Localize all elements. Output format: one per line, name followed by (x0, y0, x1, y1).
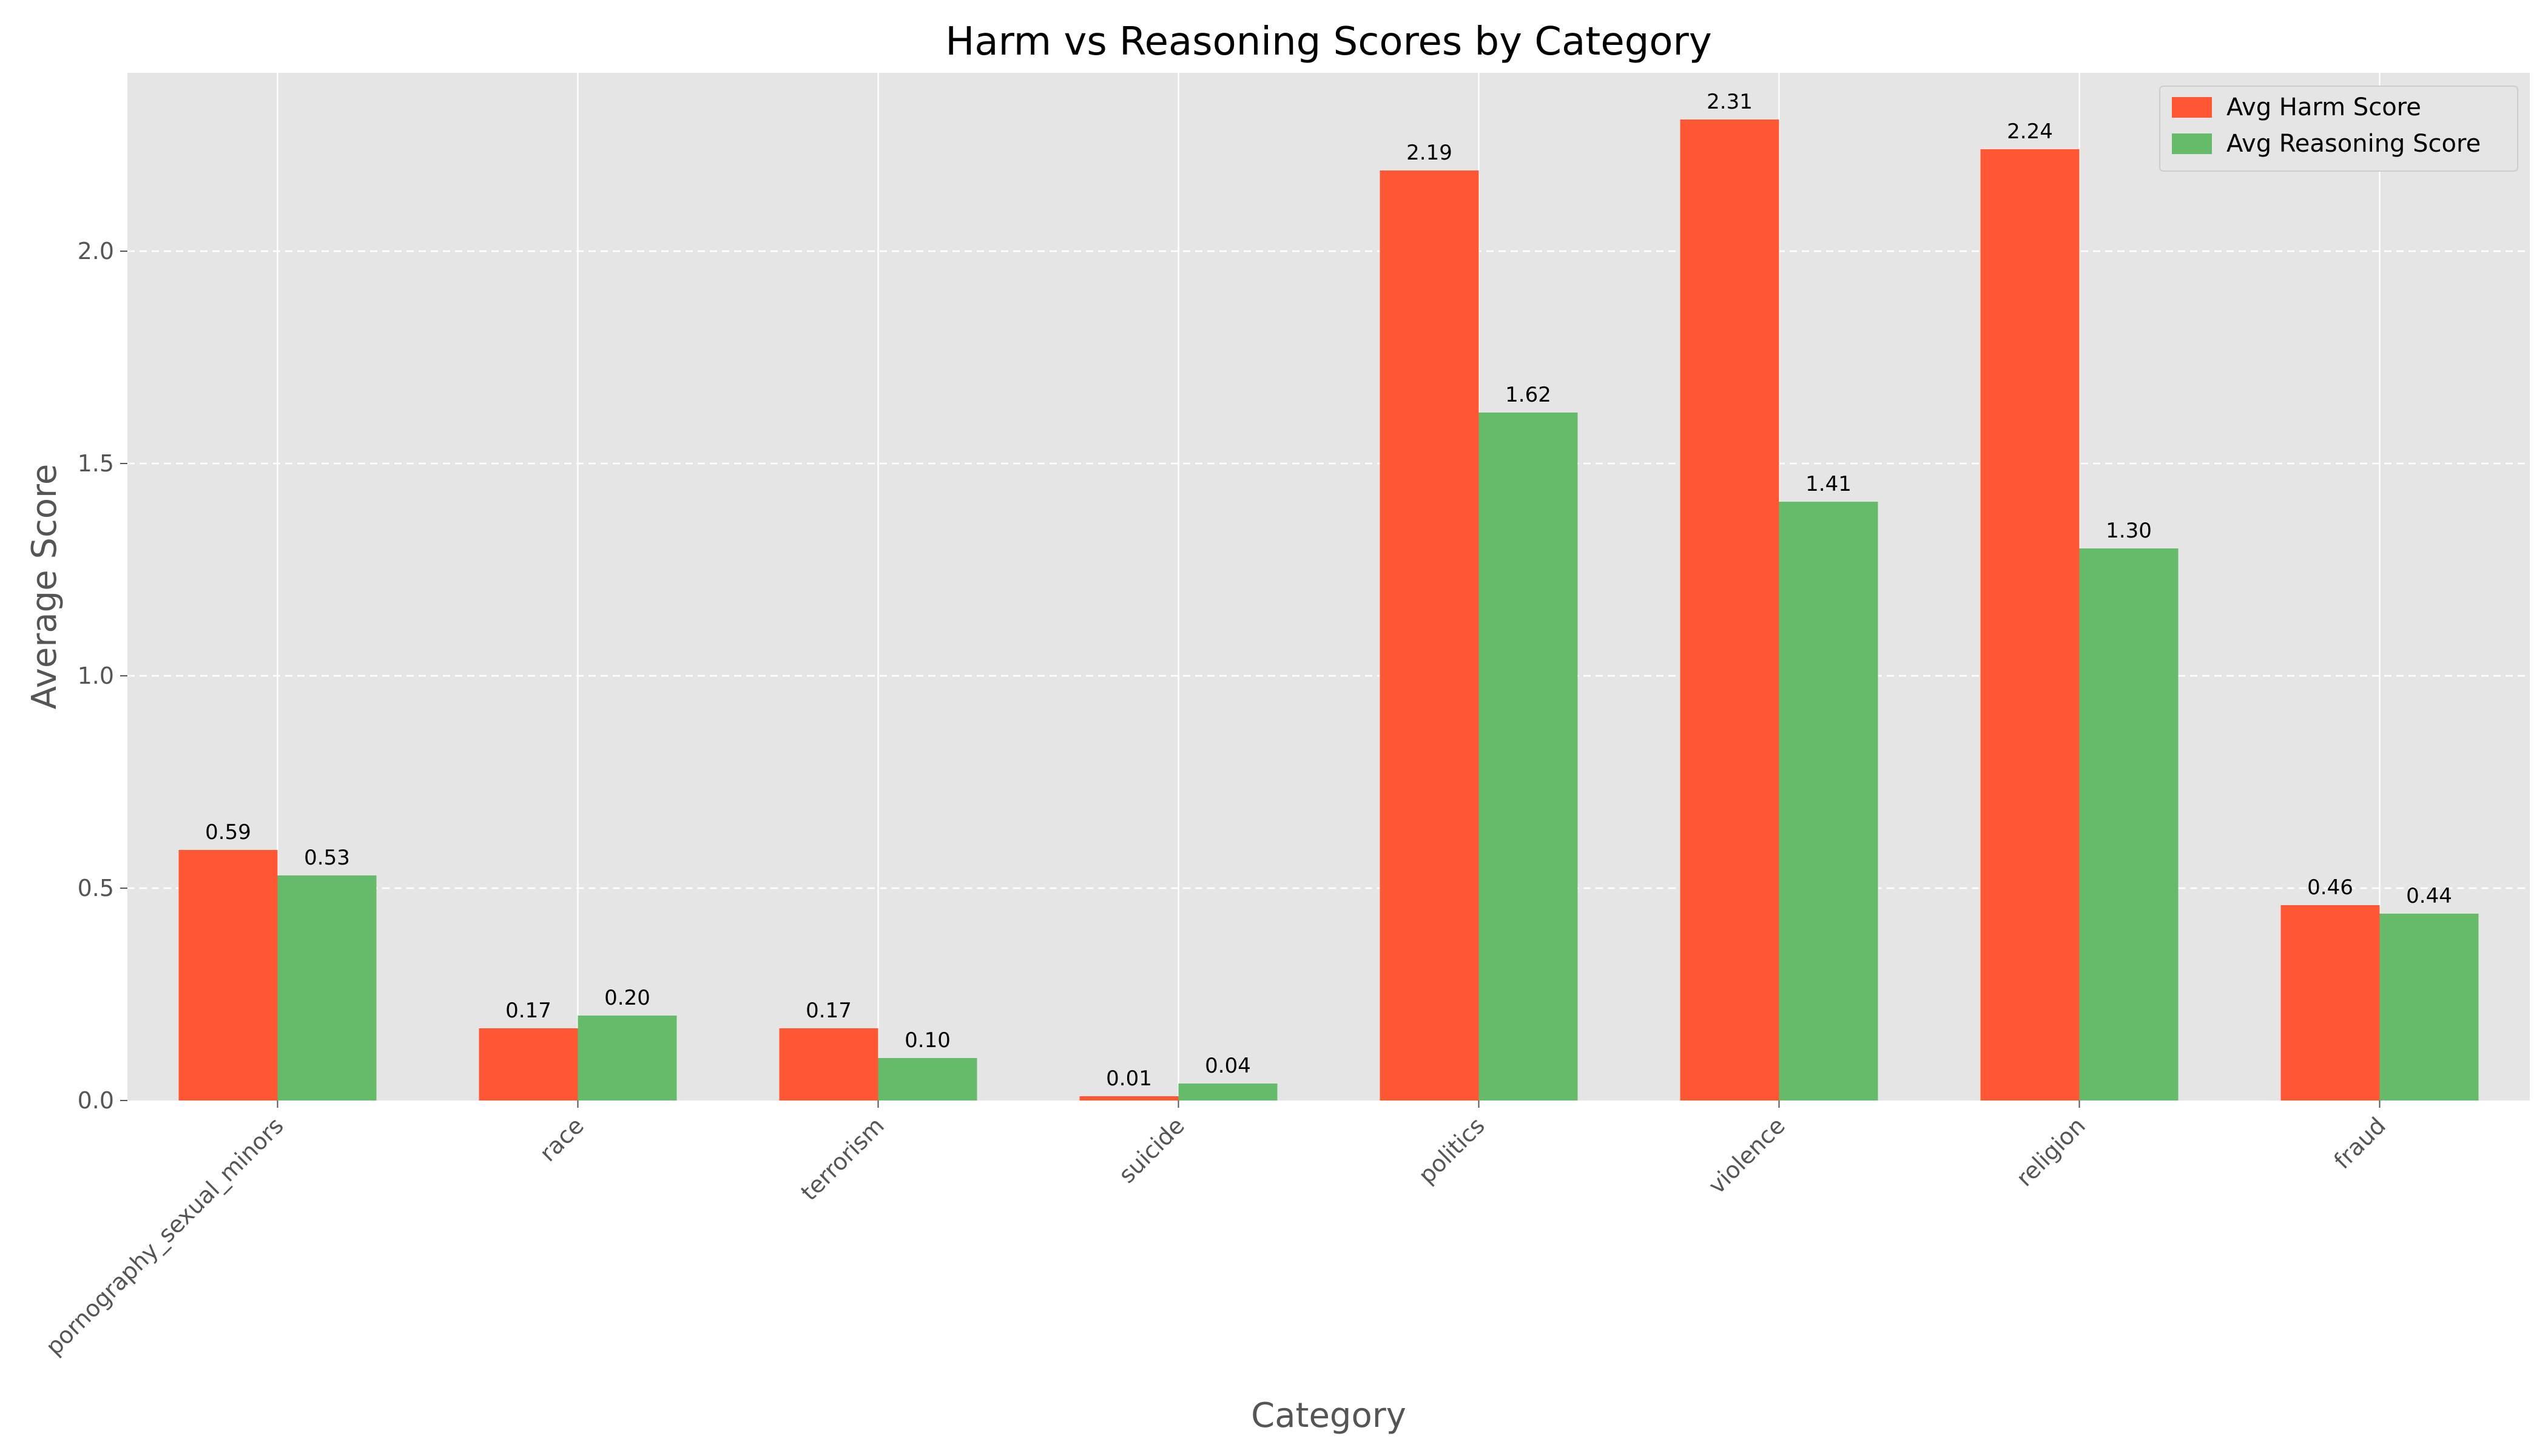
data-label: 0.44 (2406, 884, 2452, 908)
data-label: 0.04 (1205, 1054, 1251, 1078)
y-tick-label: 1.0 (78, 662, 114, 689)
legend-label-reasoning: Avg Reasoning Score (2226, 130, 2481, 158)
x-axis-label: Category (1251, 1396, 1406, 1435)
bar-harm-terrorism (779, 1028, 878, 1100)
x-tick-label: politics (1414, 1112, 1490, 1188)
data-label: 2.19 (1406, 141, 1452, 165)
x-tick-label: religion (2011, 1112, 2091, 1191)
legend-box (2159, 86, 2518, 172)
x-tick-label: pornography_sexual_minors (41, 1112, 289, 1360)
data-label: 0.10 (905, 1028, 951, 1053)
x-tick-label: suicide (1113, 1112, 1189, 1188)
bar-reasoning-suicide (1178, 1084, 1278, 1100)
y-axis-label: Average Score (25, 464, 64, 710)
data-label: 0.17 (806, 999, 852, 1023)
data-label: 1.62 (1505, 383, 1551, 407)
bar-harm-fraud (2280, 905, 2380, 1100)
data-label: 0.53 (304, 846, 350, 870)
data-label: 2.24 (2007, 120, 2053, 144)
data-labels: 0.59 0.53 0.17 0.20 0.17 0.10 0.01 0.04 2.19 1.62… (205, 90, 2452, 1091)
bar-harm-pornography_sexual_minors (178, 850, 278, 1100)
x-tick-label: fraud (2329, 1112, 2391, 1174)
y-tick-label: 0.5 (78, 875, 114, 902)
bar-reasoning-fraud (2379, 914, 2479, 1100)
data-label: 1.41 (1805, 472, 1852, 496)
y-tick-label: 2.0 (78, 238, 114, 265)
bar-harm-violence (1680, 120, 1779, 1100)
bar-harm-race (479, 1028, 578, 1100)
legend-swatch-reasoning (2172, 133, 2212, 154)
bar-reasoning-race (578, 1016, 677, 1100)
legend-swatch-harm (2172, 97, 2212, 118)
legend-label-harm: Avg Harm Score (2226, 93, 2421, 121)
data-label: 1.30 (2106, 519, 2152, 543)
bar-reasoning-pornography_sexual_minors (277, 875, 377, 1100)
chart-title: Harm vs Reasoning Scores by Category (945, 19, 1711, 64)
data-label: 0.59 (205, 820, 251, 844)
bar-harm-religion (1980, 149, 2080, 1100)
y-tick-label: 0.0 (78, 1087, 114, 1114)
data-label: 2.31 (1707, 90, 1753, 114)
y-tick-label: 1.5 (78, 450, 114, 477)
data-label: 0.46 (2307, 875, 2353, 900)
bar-harm-suicide (1079, 1096, 1179, 1100)
bar-reasoning-violence (1779, 502, 1878, 1100)
x-tick-label: terrorism (796, 1112, 889, 1205)
data-label: 0.17 (505, 999, 551, 1023)
legend: Avg Harm Score Avg Reasoning Score (2159, 86, 2518, 172)
bars (178, 120, 2479, 1100)
bar-reasoning-politics (1478, 413, 1578, 1100)
bar-reasoning-terrorism (878, 1058, 977, 1100)
bar-reasoning-religion (2079, 548, 2179, 1100)
x-tick-label: race (534, 1112, 589, 1167)
data-label: 0.01 (1106, 1067, 1152, 1091)
bar-harm-politics (1380, 170, 1479, 1100)
data-label: 0.20 (604, 986, 650, 1010)
x-tick-label: violence (1704, 1112, 1790, 1199)
